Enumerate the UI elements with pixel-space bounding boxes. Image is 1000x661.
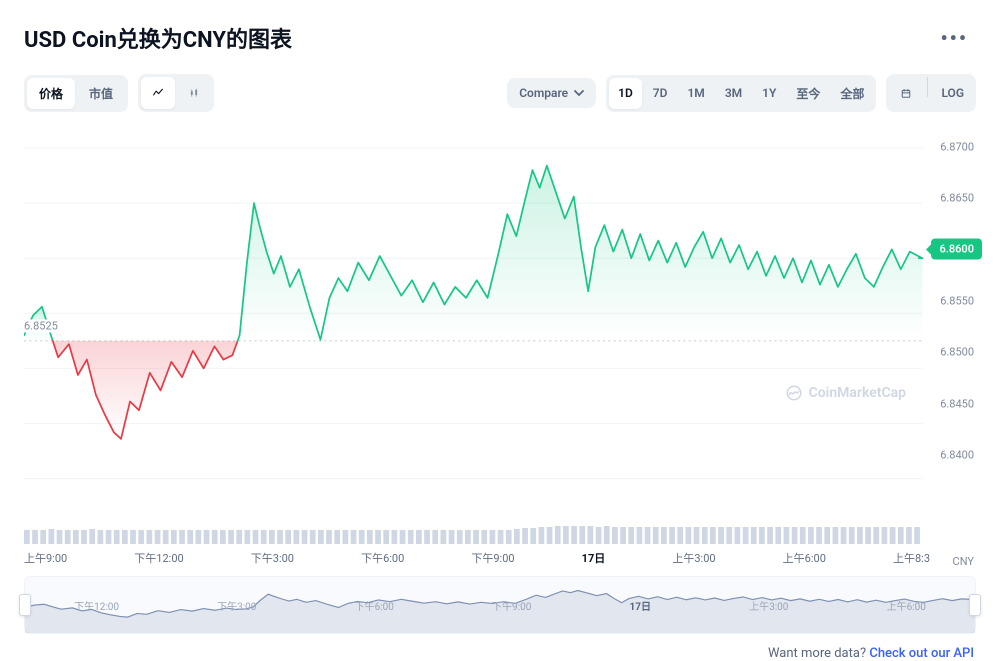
chart-style-group bbox=[138, 74, 214, 112]
chart-title: USD Coin兑换为CNY的图表 bbox=[24, 22, 292, 54]
previous-close-label: 6.8525 bbox=[24, 320, 62, 333]
api-promo-text: Want more data? bbox=[768, 646, 869, 661]
y-tick-label: 6.8400 bbox=[940, 448, 974, 461]
api-link[interactable]: Check out our API bbox=[869, 646, 974, 661]
navigator-tick-label: 下午3:00 bbox=[217, 598, 256, 613]
compare-label: Compare bbox=[519, 86, 568, 100]
range-3M[interactable]: 3M bbox=[716, 78, 751, 109]
compare-button[interactable]: Compare bbox=[507, 78, 596, 108]
navigator-handle-right[interactable] bbox=[969, 594, 981, 616]
divider bbox=[927, 77, 928, 97]
range-navigator[interactable]: 下午12:00 下午3:00 下午6:00 下午9:00 17日 上午3:00 上午6:00 bbox=[24, 576, 976, 634]
y-tick-label: 6.8450 bbox=[940, 397, 974, 410]
x-axis-labels: 上午9:00 下午12:00 下午3:00 下午6:00 下午9:00 17日 上午3:00… bbox=[24, 544, 976, 566]
navigator-tick-label: 下午9:00 bbox=[492, 598, 531, 613]
x-tick-label: 上午3:00 bbox=[672, 550, 715, 566]
navigator-tick-label: 17日 bbox=[630, 598, 651, 613]
x-tick-label: 下午3:00 bbox=[251, 550, 294, 566]
volume-chart-svg bbox=[24, 498, 976, 544]
chevron-down-icon bbox=[574, 88, 584, 98]
api-promo: Want more data? Check out our API bbox=[24, 646, 976, 661]
right-tools-group: LOG bbox=[886, 74, 976, 112]
range-1D[interactable]: 1D bbox=[609, 78, 642, 109]
range-1M[interactable]: 1M bbox=[678, 78, 713, 109]
y-tick-label: 6.8500 bbox=[940, 346, 974, 359]
x-tick-label: 17日 bbox=[582, 550, 606, 566]
line-chart-icon[interactable] bbox=[141, 77, 175, 109]
x-tick-label: 上午9:00 bbox=[24, 550, 67, 566]
currency-unit-label: CNY bbox=[953, 555, 974, 568]
navigator-tick-label: 下午6:00 bbox=[355, 598, 394, 613]
y-tick-label: 6.8550 bbox=[940, 294, 974, 307]
x-tick-label: 下午9:00 bbox=[471, 550, 514, 566]
price-chart-svg bbox=[24, 126, 976, 523]
current-price-badge: 6.8600 bbox=[931, 239, 982, 260]
navigator-tick-label: 下午12:00 bbox=[74, 598, 119, 613]
navigator-tick-label: 上午3:00 bbox=[749, 598, 788, 613]
navigator-tick-label: 上午6:00 bbox=[887, 598, 926, 613]
range-group: 1D7D1M3M1Y至今全部 bbox=[606, 75, 876, 112]
navigator-handle-left[interactable] bbox=[19, 594, 31, 616]
volume-chart bbox=[24, 498, 976, 544]
range-1Y[interactable]: 1Y bbox=[753, 78, 785, 109]
tab-price[interactable]: 价格 bbox=[27, 78, 75, 109]
y-tick-label: 6.8650 bbox=[940, 191, 974, 204]
x-tick-label: 上午6:00 bbox=[783, 550, 826, 566]
price-chart[interactable]: 6.84006.84506.85006.85506.86006.86506.87… bbox=[24, 126, 976, 496]
calendar-icon[interactable] bbox=[889, 77, 923, 109]
tab-marketcap[interactable]: 市值 bbox=[77, 78, 125, 109]
range-全部[interactable]: 全部 bbox=[831, 78, 873, 109]
x-tick-label: 下午12:00 bbox=[134, 550, 183, 566]
candlestick-chart-icon[interactable] bbox=[177, 77, 211, 109]
range-7D[interactable]: 7D bbox=[644, 78, 677, 109]
more-menu-button[interactable]: ••• bbox=[932, 22, 976, 54]
watermark: CoinMarketCap bbox=[785, 384, 906, 402]
y-tick-label: 6.8700 bbox=[940, 140, 974, 153]
x-tick-label: 上午8:3 bbox=[893, 550, 930, 566]
log-toggle[interactable]: LOG bbox=[932, 77, 973, 109]
tab-group-left: 价格 市值 bbox=[24, 75, 128, 112]
x-tick-label: 下午6:00 bbox=[361, 550, 404, 566]
navigator-labels: 下午12:00 下午3:00 下午6:00 下午9:00 17日 上午3:00 上午6:00 bbox=[25, 577, 975, 633]
range-至今[interactable]: 至今 bbox=[787, 78, 829, 109]
